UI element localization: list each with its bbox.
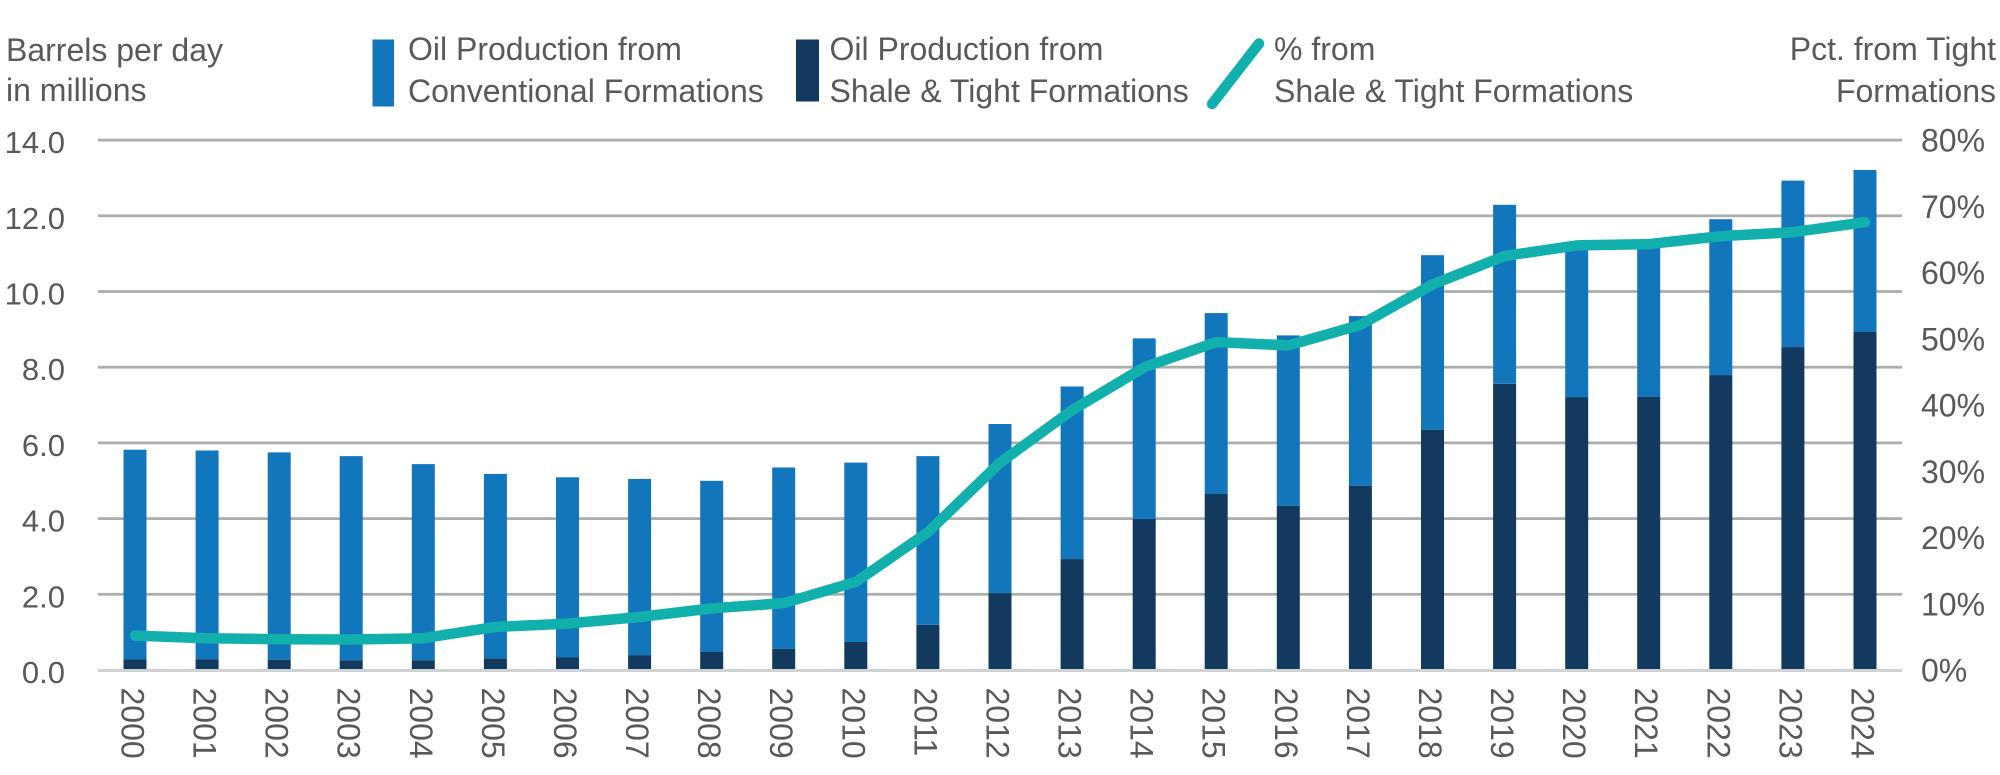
svg-text:2013: 2013 [1052,688,1088,759]
svg-text:2.0: 2.0 [22,579,65,614]
svg-text:Barrels per day: Barrels per day [6,32,223,68]
svg-text:2017: 2017 [1340,688,1376,759]
svg-text:2011: 2011 [907,688,943,757]
svg-text:2009: 2009 [763,688,799,759]
svg-text:2022: 2022 [1700,688,1736,759]
svg-text:2014: 2014 [1124,688,1160,759]
svg-text:Formations: Formations [1836,73,1996,109]
svg-text:2004: 2004 [403,688,439,759]
svg-text:0.0: 0.0 [22,655,65,690]
svg-text:2024: 2024 [1845,688,1881,759]
svg-text:2012: 2012 [980,688,1016,759]
svg-text:6.0: 6.0 [22,428,65,463]
svg-text:50%: 50% [1921,321,1985,357]
svg-text:Conventional Formations: Conventional Formations [408,73,764,109]
svg-text:20%: 20% [1921,520,1985,556]
svg-text:10%: 10% [1921,586,1985,622]
svg-text:Shale & Tight Formations: Shale & Tight Formations [1274,73,1633,109]
svg-text:2018: 2018 [1412,688,1448,759]
svg-text:12.0: 12.0 [5,201,65,236]
svg-text:2021: 2021 [1628,688,1664,759]
svg-text:% from: % from [1274,31,1375,67]
svg-text:2007: 2007 [619,688,655,759]
svg-text:4.0: 4.0 [22,504,65,539]
svg-text:40%: 40% [1921,388,1985,424]
svg-text:30%: 30% [1921,454,1985,490]
svg-text:2023: 2023 [1772,688,1808,759]
svg-text:60%: 60% [1921,255,1985,291]
svg-text:80%: 80% [1921,123,1985,159]
svg-text:2019: 2019 [1484,688,1520,759]
svg-text:Shale & Tight Formations: Shale & Tight Formations [830,73,1189,109]
svg-text:2016: 2016 [1268,688,1304,759]
svg-text:14.0: 14.0 [5,125,65,160]
svg-text:2001: 2001 [187,688,223,759]
svg-text:8.0: 8.0 [22,352,65,387]
svg-text:2010: 2010 [835,688,871,759]
svg-text:10.0: 10.0 [5,277,65,312]
svg-text:2002: 2002 [259,688,295,759]
svg-text:2008: 2008 [691,688,727,759]
svg-text:2003: 2003 [331,688,367,759]
svg-text:2015: 2015 [1196,688,1232,759]
svg-text:70%: 70% [1921,189,1985,225]
svg-text:Pct. from Tight: Pct. from Tight [1790,31,1996,67]
svg-text:Oil Production from: Oil Production from [408,31,682,67]
svg-text:in millions: in millions [6,72,146,108]
svg-text:2006: 2006 [547,688,583,759]
svg-text:2000: 2000 [115,688,151,759]
svg-text:Oil Production from: Oil Production from [830,31,1104,67]
svg-text:2005: 2005 [475,688,511,759]
svg-text:0%: 0% [1921,653,1967,689]
svg-text:2020: 2020 [1556,688,1592,759]
